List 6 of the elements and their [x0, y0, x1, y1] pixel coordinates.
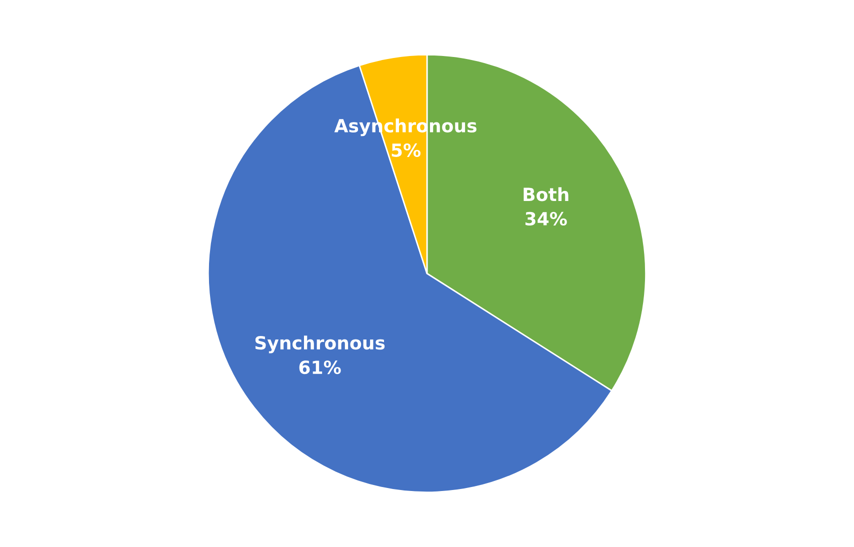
slice-label: Asynchronous [334, 118, 476, 136]
data-label: 61% [299, 360, 341, 374]
data-label: 34% [525, 212, 567, 226]
slice-label: Synchronous [255, 336, 385, 354]
data-label: 5% [392, 143, 421, 157]
slice-label: Both [524, 187, 568, 202]
